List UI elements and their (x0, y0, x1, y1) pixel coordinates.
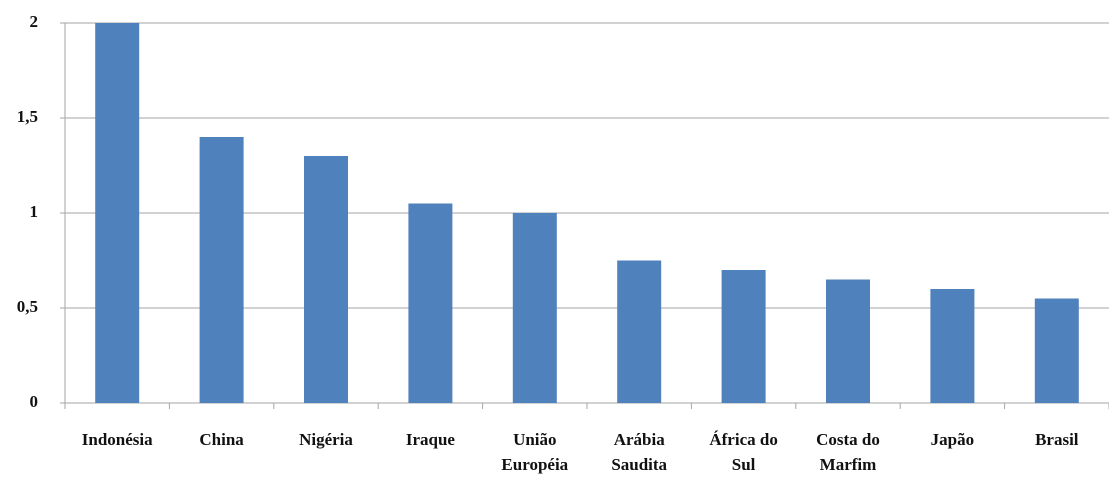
x-tick-label: Indonésia (82, 430, 153, 449)
bar (721, 270, 766, 403)
x-tick-label: África do Sul (709, 430, 777, 474)
y-tick-label: 1,5 (17, 107, 38, 126)
y-tick-label: 1 (30, 202, 39, 221)
x-tick-label: Nigéria (299, 430, 353, 449)
x-tick-label: Costa do Marfim (816, 430, 880, 474)
x-tick-label: China (199, 430, 244, 449)
x-tick-label: Iraque (406, 430, 456, 449)
bar (930, 289, 975, 403)
bar (826, 279, 870, 403)
x-tick-label: Japão (931, 430, 974, 449)
y-tick-label: 0,5 (17, 297, 38, 316)
y-tick-label: 2 (30, 12, 39, 31)
bar (512, 213, 557, 403)
bar (199, 137, 244, 403)
x-tick-label: União Européia (501, 430, 568, 474)
x-tick-label: Arábia Saudita (611, 430, 667, 474)
bar (1034, 298, 1079, 403)
bar (304, 156, 348, 403)
x-tick-label: Brasil (1035, 430, 1079, 449)
y-tick-label: 0 (30, 392, 39, 411)
bar (408, 203, 453, 403)
bar (95, 23, 140, 403)
bar (617, 260, 662, 403)
